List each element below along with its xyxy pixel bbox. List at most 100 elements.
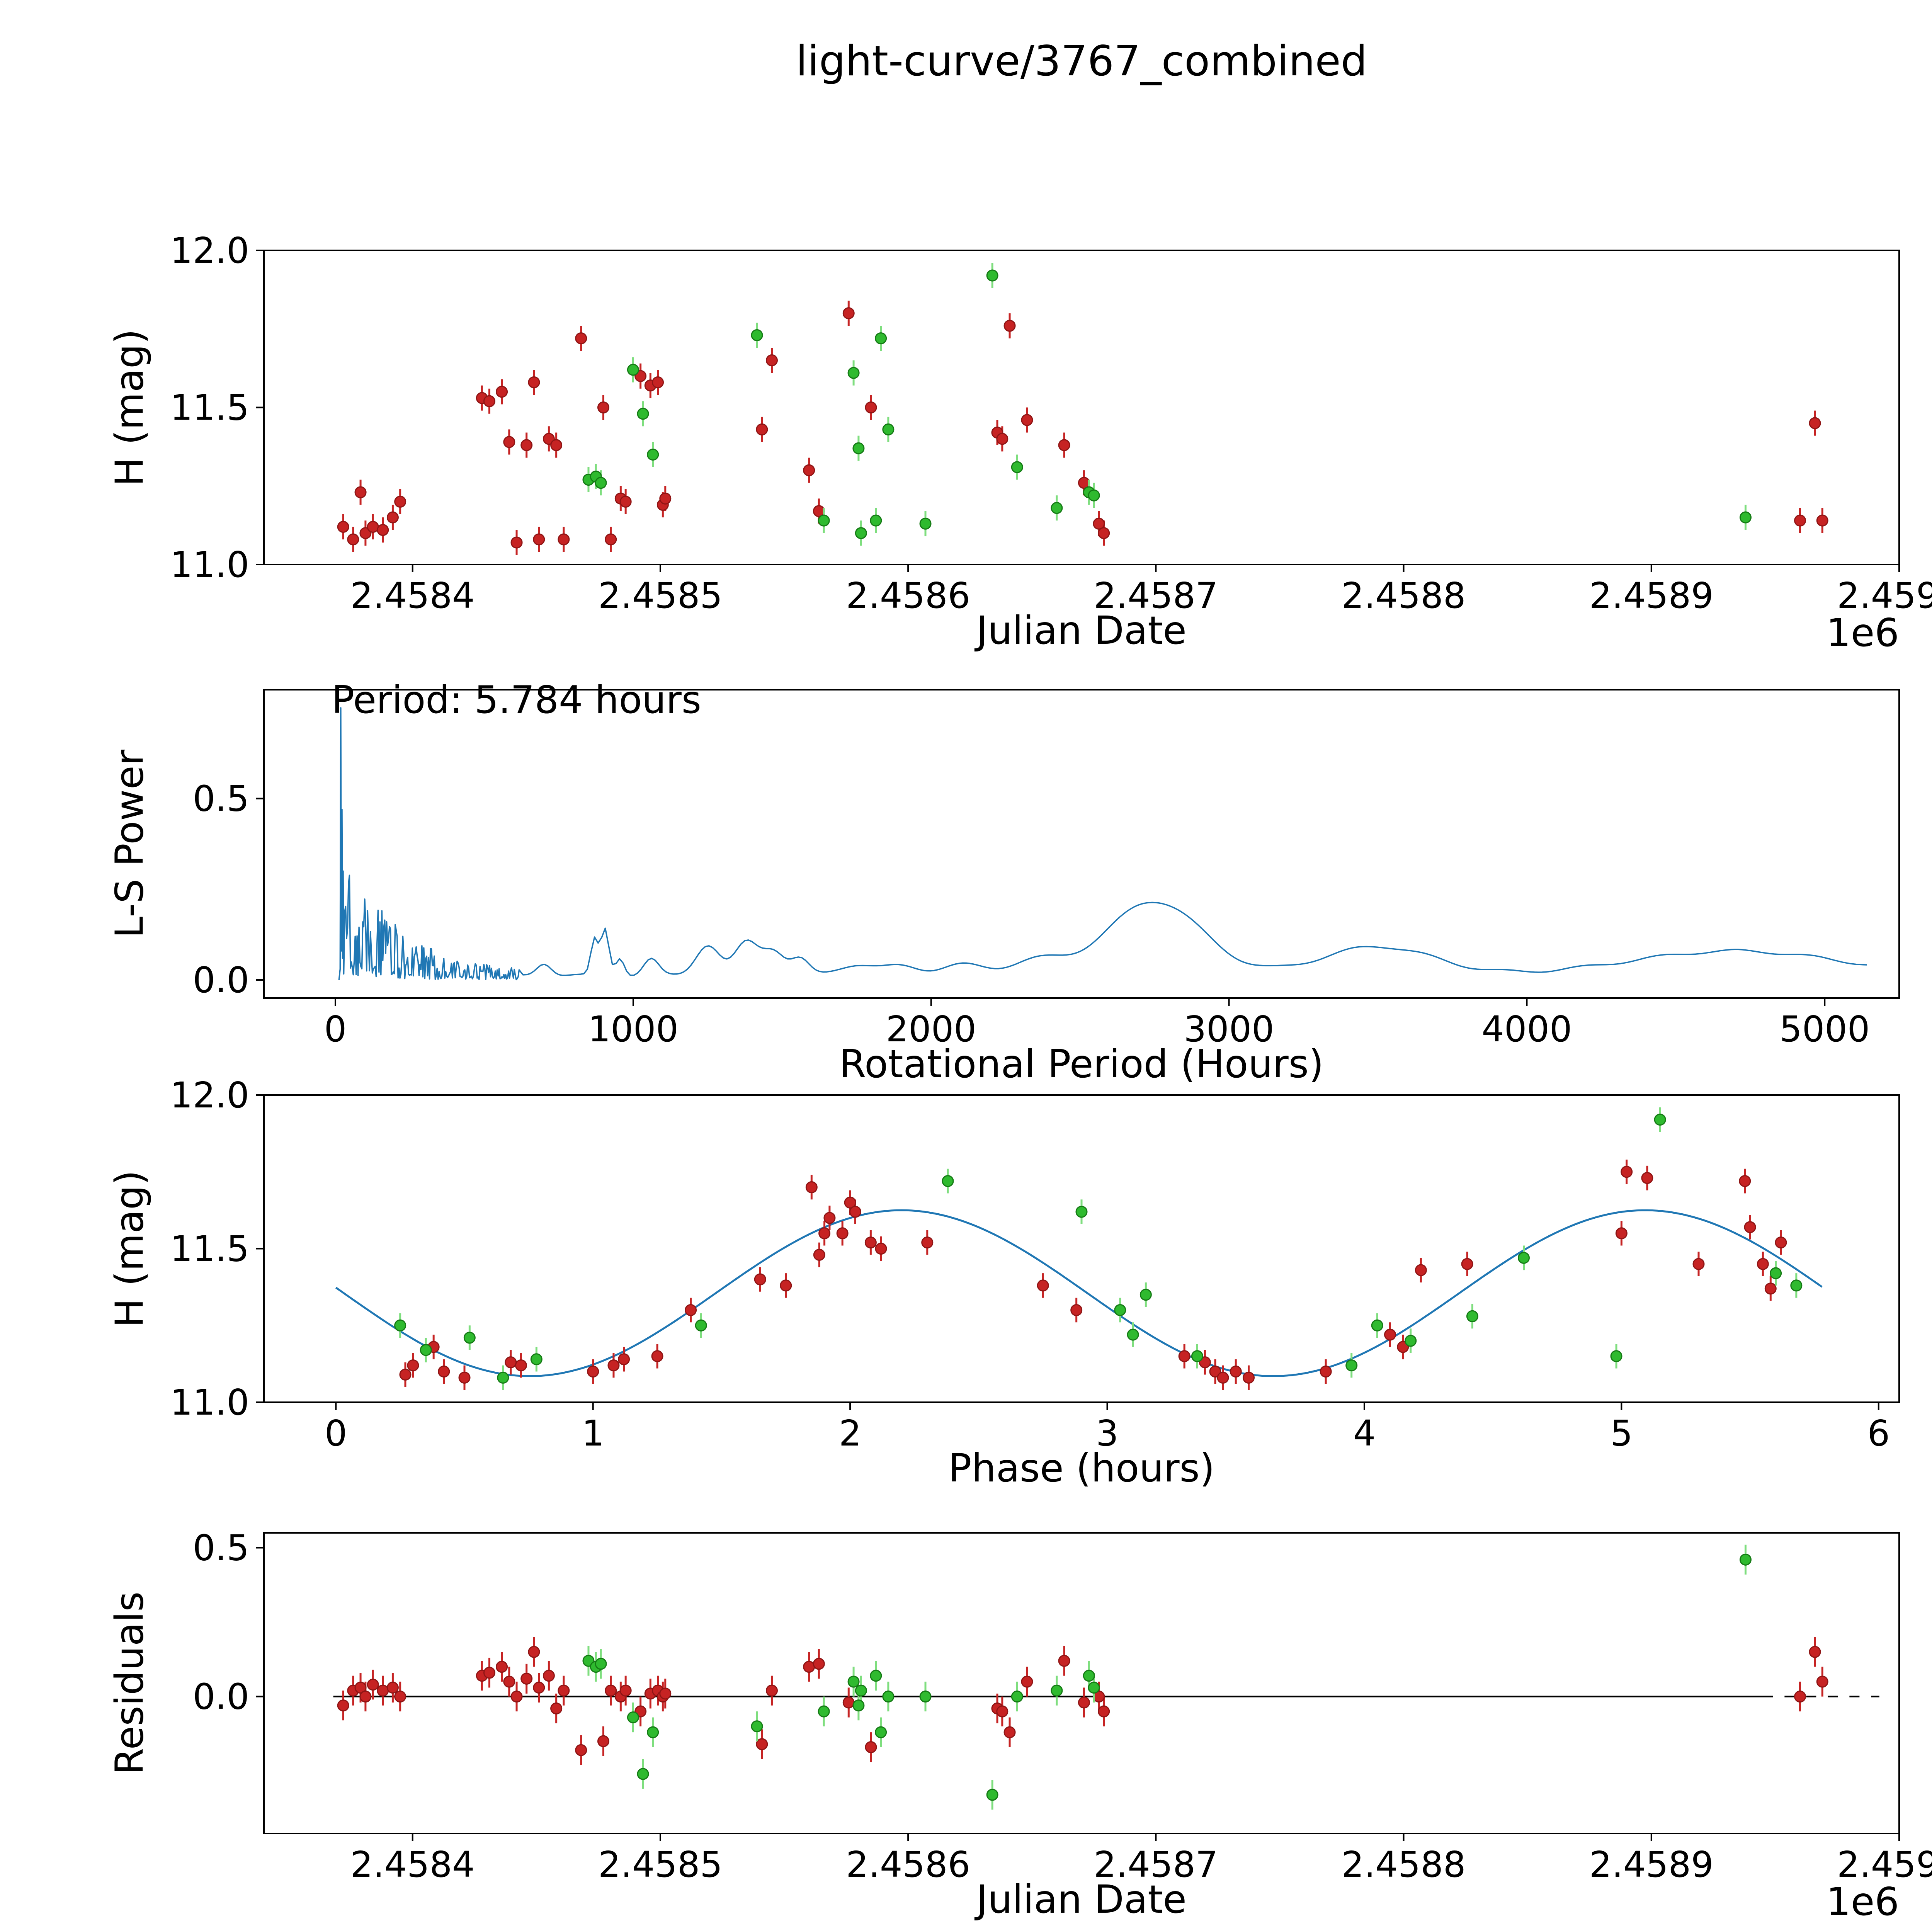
- red-point: [1744, 1221, 1756, 1233]
- red-point: [1178, 1350, 1190, 1362]
- red-point: [823, 1212, 836, 1224]
- red-point: [865, 1741, 877, 1753]
- x-tick-label: 2.4588: [1342, 1844, 1466, 1885]
- red-point: [587, 1366, 599, 1378]
- lightcurve-x-offset-label: 1e6: [1826, 610, 1899, 655]
- green-point: [855, 1684, 867, 1697]
- red-point: [619, 1684, 632, 1697]
- periodogram-frame: [263, 689, 1900, 999]
- red-point: [533, 1682, 545, 1694]
- red-point: [407, 1359, 419, 1372]
- green-point: [882, 1690, 895, 1703]
- red-point: [347, 533, 359, 546]
- red-point: [510, 536, 523, 549]
- red-point: [1775, 1236, 1787, 1249]
- red-point: [685, 1304, 697, 1316]
- periodogram-plot-area: [338, 707, 1867, 981]
- green-point: [1088, 489, 1100, 502]
- red-point: [780, 1279, 792, 1292]
- red-point: [1098, 1705, 1110, 1718]
- red-point: [605, 1684, 617, 1697]
- red-point: [1384, 1328, 1396, 1341]
- x-tick-label: 6: [1867, 1413, 1890, 1454]
- lightcurve-plot-area: [337, 263, 1828, 555]
- red-point: [754, 1273, 766, 1286]
- red-point: [550, 439, 563, 451]
- red-point: [354, 1682, 367, 1694]
- red-point: [652, 376, 664, 388]
- green-point: [1770, 1267, 1782, 1279]
- residuals-plot-area: [333, 1544, 1879, 1810]
- red-point: [354, 486, 367, 498]
- red-point: [1816, 514, 1828, 527]
- phase-x-axis-label: Phase (hours): [948, 1446, 1215, 1491]
- red-point: [1809, 417, 1821, 429]
- green-point: [420, 1344, 432, 1356]
- green-point: [530, 1353, 543, 1366]
- red-point: [765, 1684, 778, 1697]
- y-tick-label: 12.0: [170, 1075, 249, 1116]
- red-point: [377, 524, 389, 536]
- red-point: [765, 354, 778, 367]
- fit-curve: [335, 1209, 1823, 1377]
- green-point: [695, 1319, 707, 1332]
- x-tick-label: 0: [324, 1009, 347, 1050]
- green-point: [595, 477, 607, 489]
- red-point: [1621, 1166, 1633, 1178]
- red-point: [803, 1661, 815, 1673]
- green-point: [919, 517, 932, 530]
- red-point: [875, 1243, 887, 1255]
- green-point: [394, 1319, 406, 1332]
- x-tick-label: 2.4585: [598, 1844, 723, 1885]
- red-point: [438, 1366, 450, 1378]
- residuals-x-axis-label: Julian Date: [976, 1877, 1187, 1922]
- x-tick-label: 2.4584: [350, 575, 475, 616]
- green-point: [463, 1332, 476, 1344]
- red-point: [1003, 1726, 1016, 1738]
- green-point: [870, 514, 882, 527]
- phase-y-axis-label: H (mag): [107, 1170, 152, 1328]
- red-point: [1809, 1646, 1821, 1658]
- green-point: [1739, 1553, 1752, 1566]
- green-point: [847, 367, 860, 379]
- green-point: [1127, 1328, 1139, 1341]
- green-point: [497, 1371, 509, 1384]
- y-tick-label: 11.0: [170, 544, 249, 585]
- x-tick-label: 5000: [1779, 1009, 1870, 1050]
- red-point: [805, 1181, 818, 1193]
- green-point: [986, 1789, 998, 1801]
- red-point: [1692, 1258, 1705, 1270]
- red-point: [575, 1744, 587, 1756]
- red-point: [1794, 1690, 1806, 1703]
- green-point: [1466, 1310, 1478, 1322]
- red-point: [1021, 1675, 1033, 1688]
- green-point: [1139, 1289, 1152, 1301]
- x-tick-label: 2.4585: [598, 575, 723, 616]
- red-point: [996, 1705, 1009, 1718]
- red-point: [844, 1196, 856, 1209]
- red-point: [1058, 439, 1070, 451]
- green-point: [1011, 461, 1023, 473]
- x-tick-label: 1: [582, 1413, 604, 1454]
- x-tick-label: 2.4587: [1094, 575, 1218, 616]
- red-point: [618, 1353, 630, 1366]
- red-point: [458, 1371, 471, 1384]
- red-point: [533, 533, 545, 546]
- green-point: [1345, 1359, 1358, 1372]
- green-point: [647, 1726, 659, 1738]
- red-point: [394, 495, 406, 508]
- x-tick-label: 2.4586: [846, 575, 970, 616]
- red-point: [1641, 1172, 1653, 1184]
- periodogram-x-axis-label: Rotational Period (Hours): [839, 1041, 1324, 1087]
- red-point: [1058, 1655, 1070, 1667]
- red-point: [359, 1690, 372, 1703]
- residuals-x-offset-label: 1e6: [1826, 1879, 1899, 1924]
- green-point: [986, 269, 998, 282]
- red-point: [996, 433, 1009, 445]
- green-point: [919, 1690, 932, 1703]
- red-point: [1021, 414, 1033, 426]
- red-point: [558, 533, 570, 546]
- red-point: [1461, 1258, 1473, 1270]
